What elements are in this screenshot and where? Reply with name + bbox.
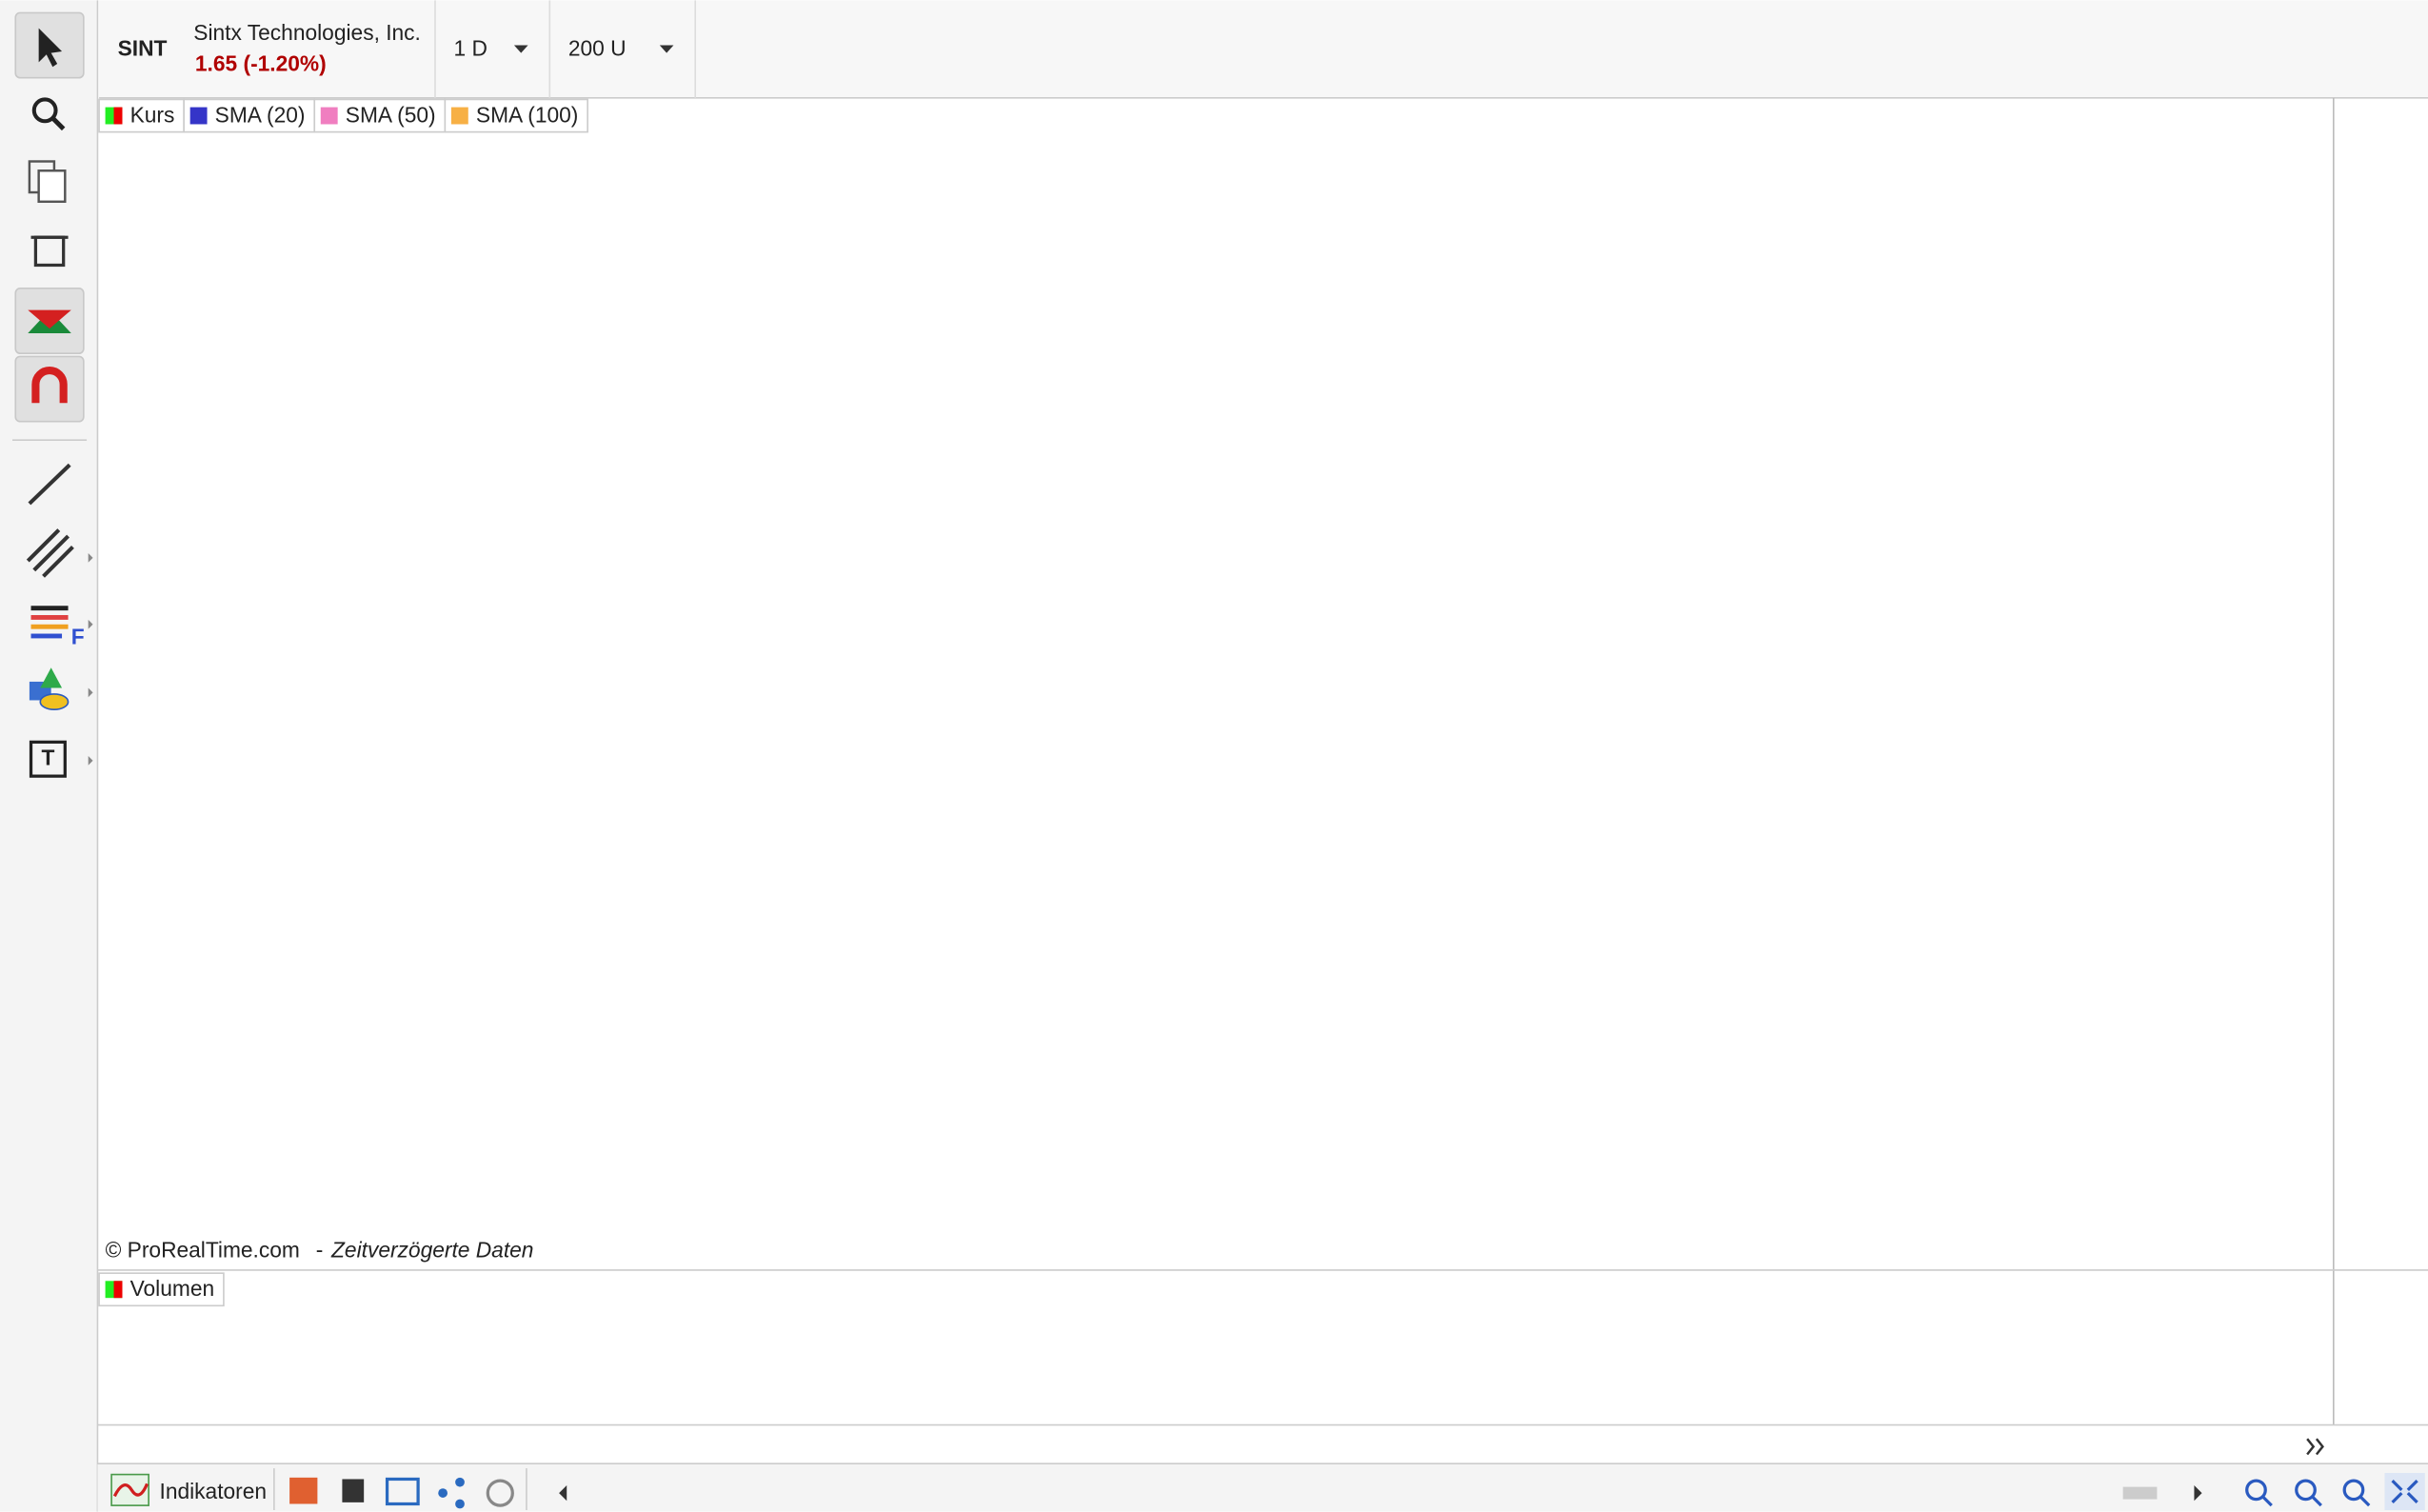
share-button[interactable] — [438, 1477, 465, 1509]
quote: 1.65 (-1.20%) — [195, 51, 327, 76]
source-separator: - — [316, 1237, 324, 1262]
fit-icon — [2391, 1479, 2418, 1504]
scroll-left[interactable] — [559, 1484, 567, 1502]
copy-icon — [37, 169, 67, 204]
dropdown-arrow[interactable] — [513, 45, 528, 53]
legend-swatch — [113, 1281, 123, 1299]
scroll-right[interactable] — [2306, 1438, 2324, 1456]
scrollbar[interactable] — [2122, 1486, 2158, 1500]
dropdown-arrow[interactable] — [659, 45, 674, 53]
header — [99, 0, 2428, 98]
pointer-icon — [38, 28, 63, 68]
channel-tool[interactable] — [26, 528, 74, 578]
submenu-arrows — [88, 552, 93, 766]
text-tool[interactable]: T — [29, 740, 67, 778]
legend-swatch — [450, 107, 468, 125]
legend-label: Volumen — [130, 1276, 215, 1301]
fibonacci-icon: F — [71, 624, 85, 648]
layouts-button[interactable] — [385, 1477, 420, 1506]
auto-trend-icon — [28, 309, 71, 329]
toolbar — [0, 0, 98, 1512]
fit-button[interactable] — [2384, 1472, 2425, 1510]
backtest-button[interactable] — [289, 1477, 318, 1504]
legend-swatch — [113, 107, 123, 125]
magnet-icon — [31, 367, 68, 404]
legend-box — [183, 98, 316, 133]
legend-swatch — [189, 107, 208, 125]
legend-box — [444, 98, 588, 133]
legend-item: SMA (100) — [444, 98, 588, 133]
save-button[interactable] — [342, 1479, 365, 1502]
indicators-label: Indikatoren — [160, 1479, 268, 1503]
legend-item: Kurs — [98, 98, 185, 133]
magnet-tool[interactable] — [14, 355, 85, 423]
legend-item: Volumen — [98, 1272, 225, 1307]
footer — [97, 1463, 2428, 1512]
zoom-controls[interactable] — [2245, 1479, 2371, 1507]
indicators-button[interactable]: Indikatoren — [110, 1473, 268, 1506]
company-name: Sintx Technologies, Inc. — [193, 20, 421, 45]
text-tool-icon: T — [41, 745, 54, 769]
interval-selector[interactable]: 1 D — [453, 35, 487, 60]
symbol: SINT — [118, 35, 168, 60]
legend-label: SMA (50) — [346, 102, 436, 127]
fibonacci-tool[interactable]: F — [30, 606, 85, 648]
shape-tool[interactable] — [29, 667, 70, 711]
source: © ProRealTime.com — [106, 1237, 300, 1262]
legend-item: SMA (50) — [313, 98, 447, 133]
legend-label: SMA (20) — [215, 102, 306, 127]
legend-label: Kurs — [130, 102, 175, 127]
help-button[interactable] — [486, 1479, 514, 1507]
legend-item: SMA (20) — [183, 98, 316, 133]
line-tool[interactable] — [28, 463, 71, 506]
zoom-icon — [50, 116, 66, 131]
source-note: Zeitverzögerte Daten — [330, 1237, 533, 1262]
legend-swatch — [320, 107, 338, 125]
zoom-tool[interactable] — [31, 97, 58, 124]
range-selector[interactable]: 200 U — [568, 35, 627, 60]
scroll-right-footer[interactable] — [2194, 1484, 2202, 1502]
legend-label: SMA (100) — [476, 102, 578, 127]
